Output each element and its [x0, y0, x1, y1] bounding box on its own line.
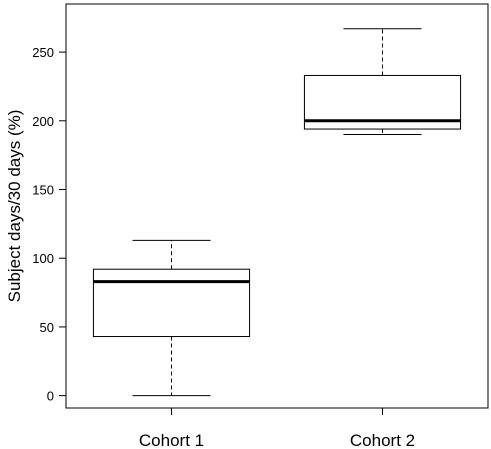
y-tick-label: 0: [47, 389, 54, 404]
y-axis: 0 50 100 150 200 250: [32, 45, 66, 404]
plot-frame: [65, 3, 489, 409]
y-tick-label: 100: [32, 251, 54, 266]
box-2: [303, 28, 462, 136]
iqr-box: [92, 268, 251, 338]
box-1: [92, 239, 251, 397]
y-axis-label: Subject days/30 days (%): [5, 110, 24, 303]
x-tick-label: Cohort 1: [139, 431, 204, 449]
y-tick-label: 50: [40, 320, 54, 335]
x-tick-label: Cohort 2: [350, 431, 415, 449]
boxes: [92, 28, 462, 397]
y-tick-label: 250: [32, 45, 54, 60]
x-axis: Cohort 1 Cohort 2: [139, 408, 415, 449]
y-tick-label: 200: [32, 114, 54, 129]
y-tick-label: 150: [32, 183, 54, 198]
